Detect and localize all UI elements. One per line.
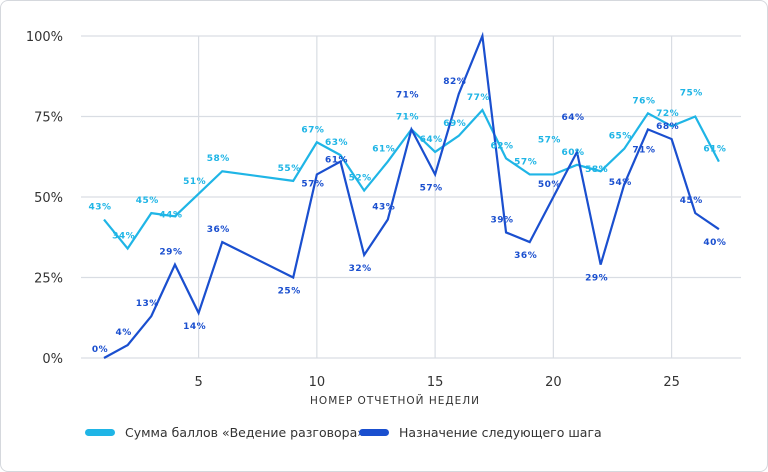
data-label: 45%: [136, 196, 159, 206]
y-tick-label: 100%: [26, 30, 63, 45]
data-label: 77%: [467, 93, 490, 103]
data-label: 44%: [159, 210, 182, 220]
data-label: 54%: [609, 178, 632, 188]
data-label: 67%: [301, 125, 324, 135]
data-label: 72%: [656, 109, 679, 119]
data-label: 71%: [396, 112, 419, 122]
data-label: 25%: [278, 287, 301, 297]
data-label: 61%: [372, 145, 395, 155]
data-label: 57%: [420, 183, 443, 193]
data-label: 43%: [88, 203, 111, 213]
series-line-2: [103, 31, 720, 359]
data-label: 58%: [207, 154, 230, 164]
data-label: 61%: [325, 156, 348, 166]
data-label: 57%: [538, 135, 561, 145]
data-label: 14%: [183, 322, 206, 332]
data-label: 82%: [443, 77, 466, 87]
data-label: 51%: [183, 177, 206, 187]
data-label: 68%: [656, 122, 679, 132]
y-tick-label: 75%: [34, 111, 63, 126]
legend-label: Сумма баллов «Ведение разговора»: [125, 425, 365, 440]
x-tick-label: 25: [663, 375, 680, 390]
series-line-1: [103, 108, 720, 251]
data-label: 57%: [514, 157, 537, 167]
legend-swatch: [85, 429, 115, 436]
data-label: 60%: [561, 148, 584, 158]
data-label: 36%: [514, 251, 537, 261]
data-label: 29%: [159, 248, 182, 258]
data-label: 32%: [349, 264, 372, 274]
data-label: 65%: [609, 132, 632, 142]
data-label: 0%: [92, 345, 108, 355]
data-label: 4%: [116, 328, 132, 338]
data-label: 58%: [585, 165, 608, 175]
data-label: 63%: [325, 138, 348, 148]
data-label: 75%: [680, 89, 703, 99]
data-label: 57%: [301, 179, 324, 189]
data-label: 62%: [491, 141, 514, 151]
x-tick-label: 20: [545, 375, 562, 390]
legend-swatch: [359, 429, 389, 436]
data-label: 45%: [680, 196, 703, 206]
legend-item-next-step: Назначение следующего шага: [359, 425, 602, 440]
x-tick-label: 10: [309, 375, 326, 390]
x-tick-label: 5: [194, 375, 202, 390]
data-label: 13%: [136, 299, 159, 309]
data-label: 29%: [585, 274, 608, 284]
data-label: 71%: [396, 90, 419, 100]
y-tick-label: 50%: [34, 191, 63, 206]
data-label: 40%: [703, 238, 726, 248]
data-label: 69%: [443, 119, 466, 129]
y-tick-label: 0%: [42, 352, 63, 367]
data-label: 76%: [632, 96, 655, 106]
x-axis-title: НОМЕР ОТЧЕТНОЙ НЕДЕЛИ: [310, 394, 480, 407]
x-tick-label: 15: [427, 375, 444, 390]
data-label: 71%: [632, 145, 655, 155]
data-label: 36%: [207, 225, 230, 235]
data-label: 50%: [538, 180, 561, 190]
data-label: 61%: [703, 145, 726, 155]
data-label: 64%: [561, 113, 584, 123]
data-label: 43%: [372, 203, 395, 213]
legend-item-conversation: Сумма баллов «Ведение разговора»: [85, 425, 365, 440]
data-label: 64%: [420, 135, 443, 145]
data-label: 39%: [491, 215, 514, 225]
data-label: 55%: [278, 164, 301, 174]
data-label: 52%: [349, 174, 372, 184]
data-label: 34%: [112, 232, 135, 242]
y-tick-label: 25%: [34, 272, 63, 287]
legend-label: Назначение следующего шага: [399, 425, 602, 440]
